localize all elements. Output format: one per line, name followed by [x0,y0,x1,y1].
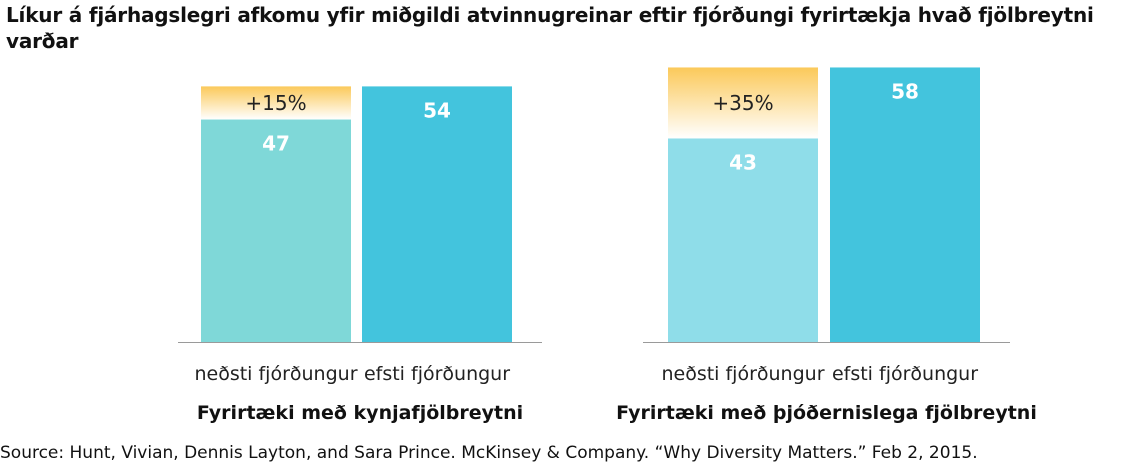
category-label: efsti fjórðungur [832,363,978,385]
uplift-label: +15% [245,91,306,115]
value-label: 54 [423,98,451,122]
chart-title: Líkur á fjárhagslegri afkomu yfir miðgil… [6,3,1094,53]
group-label: Fyrirtæki með þjóðernislega fjölbreytni [616,402,1037,424]
value-label: 43 [729,150,757,174]
bar [362,86,512,343]
category-label: neðsti fjórðungur [661,363,824,385]
bar [830,67,980,342]
uplift-label: +35% [712,91,773,115]
group-label: Fyrirtæki með kynjafjölbreytni [197,402,523,424]
uplift-band [668,67,818,139]
uplift-band [201,86,351,120]
category-label: neðsti fjórðungur [194,363,357,385]
bar [201,119,351,343]
value-label: 47 [262,132,290,156]
bar [668,138,818,342]
source-note: Source: Hunt, Vivian, Dennis Layton, and… [0,443,978,463]
value-label: 58 [891,79,919,103]
category-label: efsti fjórðungur [364,363,510,385]
chart: +15% 47 neðsti fjórðungur 54 efsti fjórðungu… [178,67,1037,424]
